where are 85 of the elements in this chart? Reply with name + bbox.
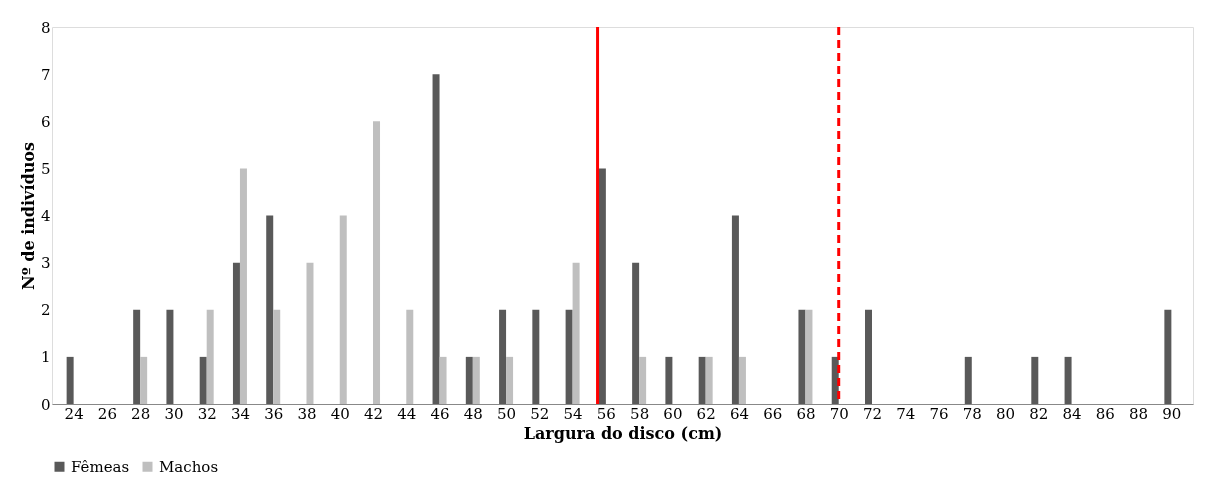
bar [66, 356, 74, 404]
x-tick-label: 66 [763, 404, 783, 423]
x-tick-label: 28 [131, 404, 151, 423]
x-tick-label: 80 [996, 404, 1016, 423]
bar [572, 262, 580, 404]
bar [864, 309, 872, 404]
x-tick-label: 36 [264, 404, 284, 423]
x-tick-label: 78 [962, 404, 982, 423]
bar [140, 356, 148, 404]
x-tick-label: 82 [1029, 404, 1049, 423]
x-tick-label: 72 [862, 404, 883, 423]
y-tick-label: 6 [40, 112, 51, 131]
bar [506, 356, 514, 404]
x-tick-label: 84 [1062, 404, 1082, 423]
bar [306, 262, 314, 404]
y-tick-label: 1 [40, 348, 51, 367]
x-tick-label: 58 [630, 404, 650, 423]
x-tick-label: 26 [97, 404, 117, 423]
bar [266, 215, 274, 404]
bar [199, 356, 207, 404]
x-tick-label: 62 [696, 404, 716, 423]
bar [698, 356, 706, 404]
y-tick-label: 4 [40, 207, 51, 225]
x-tick-label: 88 [1129, 404, 1149, 423]
bar [964, 356, 972, 404]
x-tick-label: 74 [896, 404, 916, 423]
x-tick-label: 56 [596, 404, 616, 423]
bar [565, 309, 573, 404]
bar [639, 356, 647, 404]
bar [499, 309, 507, 404]
x-tick-label: 42 [363, 404, 384, 423]
bar [1031, 356, 1039, 404]
x-tick-label: 24 [64, 404, 84, 423]
y-tick-label: 8 [40, 18, 51, 37]
bar [705, 356, 713, 404]
x-tick-label: 50 [497, 404, 517, 423]
legend-label: Machos [159, 457, 219, 476]
x-tick-label: 38 [297, 404, 317, 423]
y-tick-label: 5 [40, 159, 51, 178]
bar [1164, 309, 1172, 404]
x-tick-label: 68 [796, 404, 816, 423]
bar [166, 309, 174, 404]
bar [738, 356, 746, 404]
bar [239, 168, 247, 404]
y-tick-label: 7 [40, 65, 51, 84]
x-tick-label: 60 [663, 404, 683, 423]
bar [465, 356, 473, 404]
bar [439, 356, 447, 404]
legend-label: Fêmeas [71, 457, 130, 476]
bar [432, 74, 440, 404]
bar [406, 309, 414, 404]
bar [273, 309, 281, 404]
x-axis-title: Largura do disco (cm) [523, 423, 723, 443]
bar [805, 309, 813, 404]
bar [731, 215, 739, 404]
y-tick-label: 2 [40, 301, 51, 320]
x-tick-label: 86 [1095, 404, 1115, 423]
y-tick-label: 3 [40, 254, 51, 273]
y-axis-title: Nº de indivíduos [18, 142, 38, 290]
bar [133, 309, 141, 404]
bar [798, 309, 806, 404]
x-tick-label: 48 [463, 404, 483, 423]
bar [665, 356, 673, 404]
x-tick-label: 40 [330, 404, 350, 423]
bar [472, 356, 480, 404]
bar [206, 309, 214, 404]
x-tick-label: 76 [929, 404, 949, 423]
x-tick-label: 52 [530, 404, 550, 423]
x-tick-label: 54 [563, 404, 583, 423]
x-tick-label: 64 [729, 404, 749, 423]
bar [632, 262, 640, 404]
bar [598, 168, 606, 404]
bar [373, 121, 381, 404]
x-tick-label: 70 [829, 404, 849, 423]
x-tick-label: 44 [397, 404, 417, 423]
x-tick-label: 34 [230, 404, 250, 423]
bar [232, 262, 240, 404]
bar [1064, 356, 1072, 404]
x-tick-label: 30 [164, 404, 184, 423]
bar [339, 215, 347, 404]
x-tick-label: 90 [1162, 404, 1182, 423]
x-tick-label: 32 [197, 404, 217, 423]
bar [532, 309, 540, 404]
y-tick-label: 0 [40, 395, 51, 414]
x-tick-label: 46 [430, 404, 450, 423]
